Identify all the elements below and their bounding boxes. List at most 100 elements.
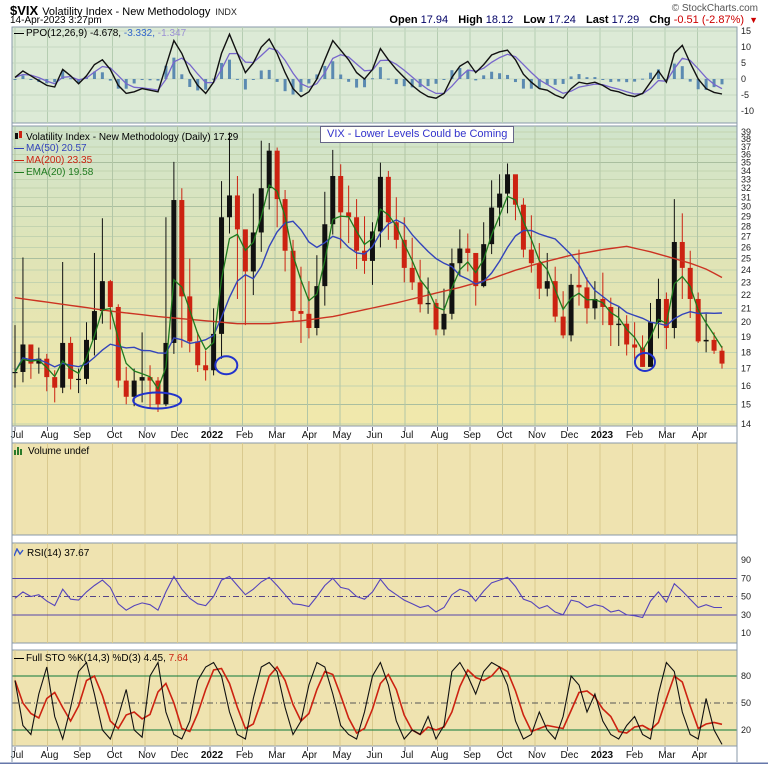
svg-text:Aug: Aug [431, 430, 449, 441]
sto-d-value: 7.64 [168, 653, 189, 664]
sto-label: Full STO %K(14,3) %D(3) 4.45, [26, 653, 166, 664]
svg-text:Feb: Feb [626, 750, 644, 761]
svg-text:20: 20 [741, 317, 751, 327]
svg-text:Apr: Apr [692, 750, 708, 761]
svg-text:19: 19 [741, 332, 751, 342]
svg-text:31: 31 [741, 192, 751, 202]
svg-text:0: 0 [741, 74, 746, 84]
svg-text:Aug: Aug [41, 750, 59, 761]
svg-text:22: 22 [741, 290, 751, 300]
svg-text:Oct: Oct [107, 430, 123, 441]
down-arrow-icon: ▼ [749, 15, 758, 25]
svg-text:26: 26 [741, 242, 751, 252]
month-axis: Jul Aug Sep Oct Nov Dec 2022 Feb Mar Apr May Jun Jul… [11, 427, 708, 441]
svg-text:30: 30 [741, 610, 751, 620]
svg-text:Jul: Jul [401, 430, 414, 441]
svg-text:May: May [333, 430, 352, 441]
ppo-hist-value: -1.347 [157, 28, 187, 39]
low-value: 17.24 [548, 14, 576, 26]
svg-text:Feb: Feb [626, 430, 644, 441]
svg-text:70: 70 [741, 573, 751, 583]
chg-value: -0.51 (-2.87%) [673, 14, 745, 26]
svg-text:Feb: Feb [236, 430, 254, 441]
svg-text:Nov: Nov [138, 750, 156, 761]
svg-text:Sep: Sep [73, 430, 91, 441]
svg-text:39: 39 [741, 127, 751, 137]
svg-text:28: 28 [741, 221, 751, 231]
svg-text:27: 27 [741, 232, 751, 242]
month-axis: Jul Aug Sep Oct Nov Dec 2022 Feb Mar Apr May Jun Jul… [11, 747, 708, 761]
svg-text:Mar: Mar [658, 430, 676, 441]
volume-bars-icon [14, 446, 25, 458]
svg-text:-5: -5 [741, 90, 749, 100]
svg-text:Jun: Jun [366, 430, 382, 441]
open-value: 17.94 [420, 14, 449, 26]
ellipse-annotation [214, 355, 239, 376]
high-value: 18.12 [485, 14, 514, 26]
rsi-label: RSI(14) 37.67 [27, 548, 90, 559]
exchange-label: INDX [215, 7, 237, 17]
chart-datetime: 14-Apr-2023 3:27pm [10, 15, 102, 26]
svg-text:Oct: Oct [107, 750, 123, 761]
svg-text:Dec: Dec [171, 430, 189, 441]
svg-text:Dec: Dec [561, 430, 579, 441]
svg-text:29: 29 [741, 211, 751, 221]
svg-text:10: 10 [741, 628, 751, 638]
chart-header: $VIX Volatility Index - New Methodology IN… [10, 2, 758, 18]
ellipse-annotation [132, 391, 183, 410]
ppo-line-swatch: — [14, 28, 24, 39]
symbol: $VIX [10, 3, 39, 18]
chg-label: Chg [649, 14, 671, 26]
ppo-panel: 15 10 5 0 -5 -10 [11, 26, 754, 124]
svg-text:2023: 2023 [591, 430, 614, 441]
ema20-legend: — EMA(20) 19.58 [14, 167, 93, 178]
ma200-legend: — MA(200) 23.35 [14, 155, 92, 166]
svg-text:Oct: Oct [497, 750, 513, 761]
chart-frame [0, 27, 768, 764]
svg-text:-10: -10 [741, 106, 754, 116]
quote-strip: Open 17.94 High 18.12 Low 17.24 Last 17.… [382, 14, 758, 26]
svg-text:Nov: Nov [528, 750, 546, 761]
sto-panel: 80 50 20 [11, 649, 751, 747]
svg-text:Nov: Nov [138, 430, 156, 441]
svg-text:5: 5 [741, 58, 746, 68]
ma50-legend: — MA(50) 20.57 [14, 143, 87, 154]
svg-text:25: 25 [741, 254, 751, 264]
svg-text:Aug: Aug [41, 430, 59, 441]
svg-text:Apr: Apr [692, 430, 708, 441]
svg-text:Nov: Nov [528, 430, 546, 441]
ppo-legend: — PPO(12,26,9) -4.678, -3.332, -1.347 [14, 28, 186, 39]
svg-text:24: 24 [741, 265, 751, 275]
stockcharts-copyright-link[interactable]: © StockCharts.com [671, 3, 758, 14]
svg-text:Mar: Mar [268, 430, 286, 441]
svg-text:2023: 2023 [591, 750, 614, 761]
svg-text:90: 90 [741, 555, 751, 565]
ellipse-annotation [633, 351, 656, 372]
svg-text:2022: 2022 [201, 750, 224, 761]
volume-label: Volume undef [28, 446, 90, 457]
svg-text:35: 35 [741, 158, 751, 168]
ma50-swatch: — [14, 143, 24, 154]
volume-legend: Volume undef [14, 446, 89, 458]
quote-row: 14-Apr-2023 3:27pm Open 17.94 High 18.12… [10, 14, 758, 28]
ema20-swatch: — [14, 167, 24, 178]
svg-text:2022: 2022 [201, 430, 224, 441]
svg-text:Jul: Jul [11, 750, 24, 761]
svg-text:Dec: Dec [171, 750, 189, 761]
svg-text:10: 10 [741, 42, 751, 52]
svg-text:21: 21 [741, 303, 751, 313]
sto-legend: — Full STO %K(14,3) %D(3) 4.45, 7.64 [14, 653, 188, 664]
svg-text:15: 15 [741, 26, 751, 36]
callout-annotation: VIX - Lower Levels Could be Coming [320, 126, 515, 143]
svg-text:50: 50 [741, 698, 751, 708]
ma200-swatch: — [14, 155, 24, 166]
svg-text:32: 32 [741, 183, 751, 193]
svg-text:Feb: Feb [236, 750, 254, 761]
svg-text:36: 36 [741, 150, 751, 160]
svg-text:30: 30 [741, 202, 751, 212]
svg-text:37: 37 [741, 142, 751, 152]
svg-text:Apr: Apr [302, 430, 318, 441]
svg-text:33: 33 [741, 174, 751, 184]
